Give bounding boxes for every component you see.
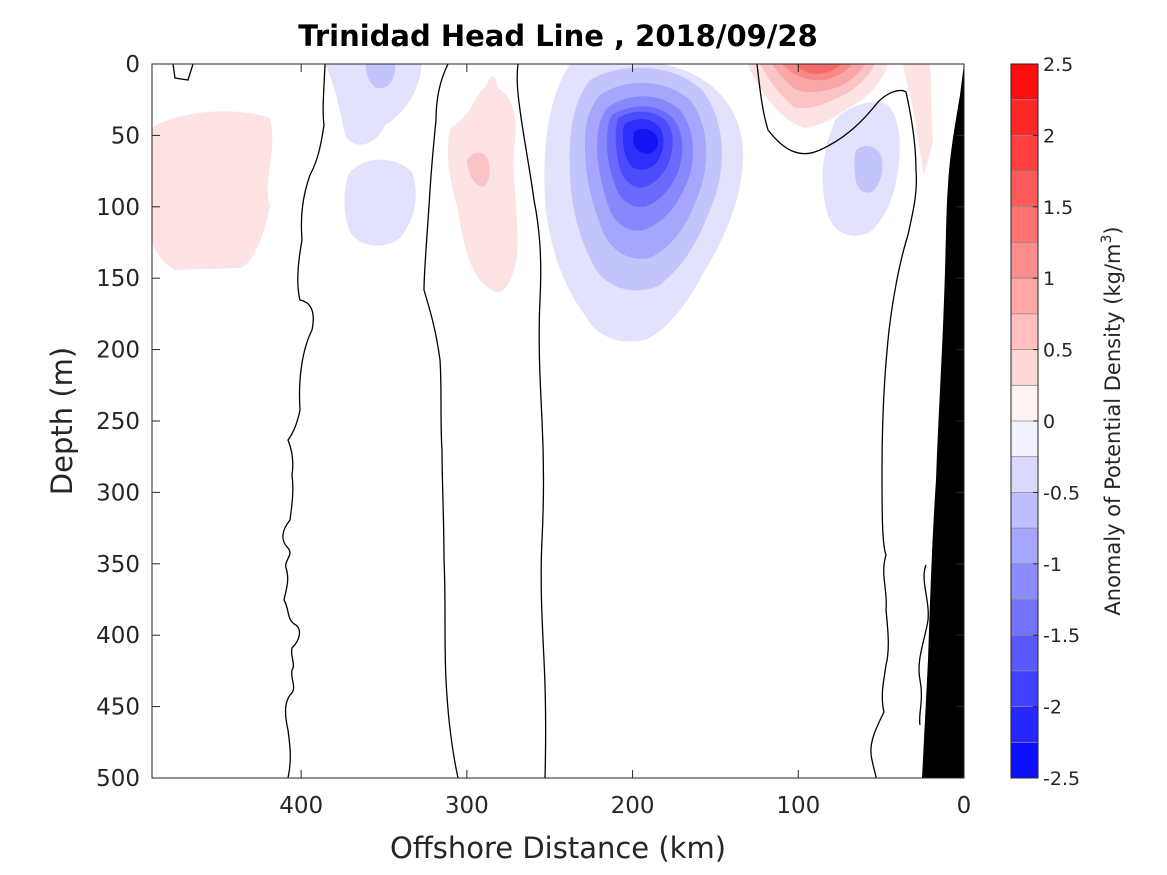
contour-line xyxy=(172,64,194,81)
chart-title: Trinidad Head Line , 2018/09/28 xyxy=(298,19,818,53)
anomaly-patch-upper-negative-core xyxy=(365,64,396,89)
anomaly-patch-positive-tongue-core xyxy=(467,152,490,187)
y-tick-label: 50 xyxy=(111,123,140,149)
colorbar-label: Anomaly of Potential Density (kg/m3) xyxy=(1099,226,1125,615)
nearshore-positive-edge-strip xyxy=(903,64,933,175)
anomaly-patch-offshore-positive xyxy=(152,111,273,271)
colorbar-level xyxy=(1011,242,1038,279)
x-tick-label: 0 xyxy=(957,793,972,819)
colorbar-level xyxy=(1011,563,1038,600)
colorbar-level xyxy=(1011,385,1038,422)
colorbar-label-superscript: 3 xyxy=(1099,235,1115,244)
colorbar-level xyxy=(1011,135,1038,172)
colorbar-level xyxy=(1011,99,1038,136)
colorbar-level xyxy=(1011,706,1038,743)
colorbar-tick-label: -2 xyxy=(1043,697,1062,719)
colorbar-level xyxy=(1011,349,1038,386)
colorbar-level xyxy=(1011,421,1038,457)
x-tick-label: 100 xyxy=(776,793,820,819)
colorbar-level xyxy=(1011,528,1038,565)
anomaly-patch-upper-negative xyxy=(325,64,422,145)
contour-line xyxy=(756,64,918,778)
colorbar-level xyxy=(1011,171,1038,208)
anomaly-patch-lower-negative xyxy=(344,159,416,246)
colorbar-ticks: 2.5 2 1.5 1 0.5 0 -0.5 -1 -1.5 -2 -2.5 xyxy=(1033,54,1080,790)
colorbar-label-closing: ) xyxy=(1101,226,1125,234)
zero-contours xyxy=(172,64,929,778)
anomaly-field xyxy=(152,64,933,342)
contour-line xyxy=(423,64,459,778)
y-tick-label: 100 xyxy=(96,195,140,221)
colorbar-level xyxy=(1011,742,1038,779)
y-axis-label: Depth (m) xyxy=(45,347,79,495)
y-tick-label: 500 xyxy=(96,766,140,792)
colorbar-level xyxy=(1011,670,1038,707)
contour-line xyxy=(516,64,547,778)
y-tick-label: 400 xyxy=(96,623,140,649)
colorbar-tick-label: -0.5 xyxy=(1043,482,1080,504)
colorbar xyxy=(1010,63,1039,779)
colorbar-level xyxy=(1011,206,1038,243)
colorbar-tick-label: 2.5 xyxy=(1043,54,1073,76)
colorbar-tick-label: 0 xyxy=(1043,411,1055,433)
contour-line xyxy=(282,64,326,778)
x-axis: 400 300 200 100 0 xyxy=(279,64,971,819)
x-tick-label: 400 xyxy=(279,793,323,819)
colorbar-tick-label: -1 xyxy=(1043,554,1062,576)
colorbar-tick-label: 1.5 xyxy=(1043,197,1073,219)
colorbar-level xyxy=(1011,492,1038,529)
colorbar-level xyxy=(1011,456,1038,493)
nearshore-negative-core xyxy=(854,145,883,193)
colorbar-level xyxy=(1011,635,1038,672)
colorbar-level xyxy=(1011,278,1038,315)
eddy-core xyxy=(633,128,658,154)
y-tick-label: 450 xyxy=(96,695,140,721)
colorbar-level xyxy=(1011,599,1038,636)
y-tick-label: 0 xyxy=(125,52,140,78)
colorbar-level xyxy=(1011,64,1038,100)
y-tick-label: 350 xyxy=(96,552,140,578)
plot-area xyxy=(151,63,965,779)
y-tick-label: 250 xyxy=(96,409,140,435)
nearshore-positive-core xyxy=(795,64,842,74)
bathymetry-shelf xyxy=(922,64,964,778)
colorbar-tick-label: -1.5 xyxy=(1043,625,1080,647)
y-axis: 0 50 100 150 200 250 300 350 400 450 500 xyxy=(96,52,964,792)
y-tick-label: 300 xyxy=(96,480,140,506)
colorbar-tick-label: 1 xyxy=(1043,268,1055,290)
contour-line xyxy=(918,564,929,726)
colorbar-tick-label: -2.5 xyxy=(1043,768,1080,790)
colorbar-tick-label: 0.5 xyxy=(1043,340,1073,362)
y-tick-label: 200 xyxy=(96,338,140,364)
x-tick-label: 300 xyxy=(445,793,489,819)
colorbar-label-text: Anomaly of Potential Density (kg/m xyxy=(1101,244,1125,616)
colorbar-level xyxy=(1011,313,1038,350)
x-axis-label: Offshore Distance (km) xyxy=(390,831,726,865)
y-tick-label: 150 xyxy=(96,266,140,292)
x-tick-label: 200 xyxy=(611,793,655,819)
colorbar-tick-label: 2 xyxy=(1043,125,1055,147)
